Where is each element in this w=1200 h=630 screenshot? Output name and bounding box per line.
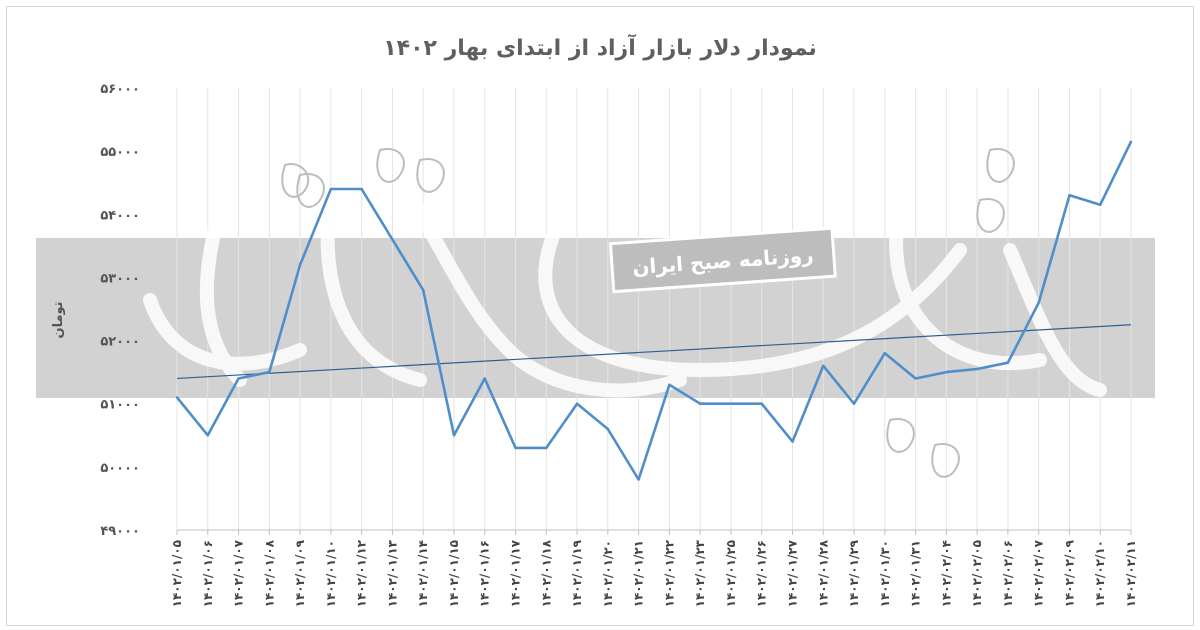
x-axis: ۱۴۰۲/۰۱/۰۵ ۱۴۰۲/۰۱/۰۶ ۱۴۰۲/۰۱/۰۷ ۱۴۰۲/۰۱/۰۸… (170, 529, 1138, 607)
y-tick-label: ۵۵۰۰۰ (100, 145, 140, 160)
data-point (175, 396, 179, 399)
x-tick-label: ۱۴۰۲/۰۲/۱۱ (1124, 540, 1138, 607)
x-tick-label: ۱۴۰۲/۰۱/۱۵ (447, 540, 461, 607)
x-tick-label: ۱۴۰۲/۰۲/۰۷ (1032, 539, 1046, 607)
x-tick-label: ۱۴۰۲/۰۱/۱۴ (416, 540, 430, 607)
x-tick-label: ۱۴۰۲/۰۱/۰۹ (293, 539, 307, 607)
data-point (852, 402, 856, 405)
series-line (175, 140, 1133, 481)
x-tick-label: ۱۴۰۲/۰۱/۱۳ (385, 539, 399, 607)
x-tick-label: ۱۴۰۲/۰۱/۲۶ (755, 540, 769, 607)
x-tick-label: ۱۴۰۲/۰۱/۱۸ (539, 539, 553, 607)
y-axis-label: تومان (51, 301, 66, 338)
data-point (698, 402, 702, 405)
x-tick-label: ۱۴۰۲/۰۱/۰۶ (201, 540, 215, 607)
data-point (268, 370, 271, 374)
data-point (822, 364, 825, 368)
data-point (760, 402, 763, 405)
x-tick-label: ۱۴۰۲/۰۲/۱۰ (1093, 540, 1107, 607)
data-point (1099, 203, 1102, 207)
x-tick-label: ۱۴۰۲/۰۲/۰۶ (1001, 540, 1015, 607)
data-point (514, 446, 517, 450)
x-tick-label: ۱۴۰۲/۰۱/۳۱ (909, 540, 923, 607)
data-point (914, 377, 917, 380)
data-point (360, 187, 363, 191)
watermark-logo (143, 173, 1107, 398)
y-tick-label: ۵۰۰۰۰ (100, 461, 140, 476)
data-point (391, 238, 394, 241)
x-tick-label: ۱۴۰۲/۰۱/۰۸ (262, 539, 276, 607)
data-point (729, 402, 733, 405)
x-tick-label: ۱۴۰۲/۰۱/۱۲ (355, 539, 369, 607)
data-point (945, 370, 948, 374)
data-point (1068, 194, 1071, 197)
data-point (298, 263, 302, 266)
y-tick-label: ۵۳۰۰۰ (100, 271, 140, 286)
data-point (206, 434, 209, 437)
data-point (791, 440, 794, 443)
x-tick-label: ۱۴۰۲/۰۲/۰۹ (1062, 539, 1076, 607)
x-tick-label: ۱۴۰۲/۰۱/۱۷ (509, 539, 523, 607)
data-point (329, 187, 333, 191)
data-point (237, 377, 240, 380)
x-tick-label: ۱۴۰۲/۰۱/۱۰ (324, 540, 338, 607)
x-tick-label: ۱۴۰۲/۰۲/۰۵ (970, 540, 984, 607)
data-point (575, 402, 579, 405)
y-tick-label: ۵۶۰۰۰ (100, 82, 140, 97)
data-point (1129, 140, 1133, 143)
x-tick-label: ۱۴۰۲/۰۱/۰۷ (232, 539, 246, 607)
data-point (668, 383, 671, 386)
x-tick-label: ۱۴۰۲/۰۲/۰۴ (939, 540, 953, 607)
x-tick-label: ۱۴۰۲/۰۱/۰۵ (170, 540, 184, 607)
y-tick-label: ۴۹۰۰۰ (100, 524, 140, 539)
data-point (975, 367, 979, 371)
data-point (483, 377, 486, 380)
x-tick-label: ۱۴۰۲/۰۱/۱۶ (478, 540, 492, 607)
y-tick-label: ۵۱۰۰۰ (100, 398, 140, 413)
x-tick-label: ۱۴۰۲/۰۱/۲۸ (816, 539, 830, 607)
x-tick-label: ۱۴۰۲/۰۱/۲۳ (693, 539, 707, 607)
x-tick-label: ۱۴۰۲/۰۱/۲۰ (601, 540, 615, 607)
data-point (545, 446, 548, 450)
data-point (883, 352, 887, 355)
watermark-badge: روزنامه صبح ایران (608, 226, 837, 294)
x-tick-label: ۱۴۰۲/۰۱/۲۱ (632, 540, 646, 607)
data-point (1006, 361, 1010, 364)
watermark-logo-dots (281, 148, 1015, 478)
trendline-path (176, 324, 1132, 380)
data-point (421, 288, 425, 292)
x-tick-label: ۱۴۰۲/۰۱/۱۹ (570, 539, 584, 607)
trendline (176, 324, 1132, 380)
data-point (1037, 301, 1040, 304)
x-tick-label: ۱۴۰۲/۰۱/۲۵ (724, 540, 738, 607)
data-point (637, 478, 640, 481)
y-axis: ۴۹۰۰۰ ۵۰۰۰۰ ۵۱۰۰۰ ۵۲۰۰۰ ۵۳۰۰۰ ۵۴۰۰۰ ۵۵۰۰۰ ۵۶۰۰۰ (100, 82, 140, 539)
watermark-band (36, 238, 1155, 398)
x-tick-label: ۱۴۰۲/۰۱/۲۷ (785, 539, 799, 607)
y-tick-label: ۵۴۰۰۰ (100, 208, 140, 223)
series-polyline (175, 141, 1133, 481)
y-tick-label: ۵۲۰۰۰ (100, 335, 140, 350)
x-tick-label: ۱۴۰۲/۰۱/۳۰ (878, 540, 892, 607)
chart-title: نمودار دلار بازار آزاد از ابتدای بهار ۱۴… (383, 36, 817, 61)
x-tick-label: ۱۴۰۲/۰۱/۲۲ (662, 539, 676, 607)
x-tick-label: ۱۴۰۲/۰۱/۲۹ (847, 539, 861, 607)
data-point (452, 434, 456, 437)
data-point (606, 427, 610, 431)
